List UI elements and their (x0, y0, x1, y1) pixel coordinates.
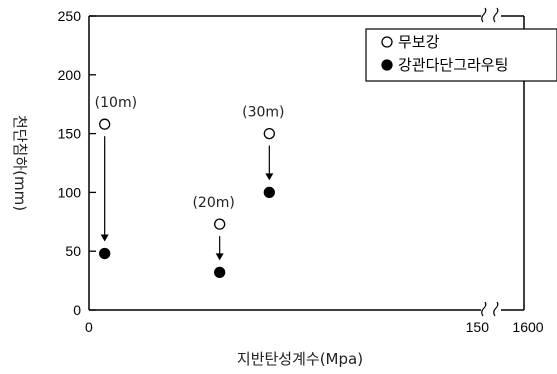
y-tick-label: 0 (73, 302, 81, 318)
settlement-arrow-head (100, 234, 109, 242)
legend-label-series-2: 강관다단그라우팅 (398, 56, 508, 74)
data-point-unreinforced (214, 218, 226, 230)
depth-annotation: (10m) (95, 95, 137, 111)
x-tick-label: 0 (85, 319, 93, 335)
y-axis-label: 천단침하(mm) (11, 115, 29, 211)
depth-annotation: (20m) (192, 195, 234, 211)
legend-box (365, 28, 557, 82)
x-tick-label: 150 (466, 319, 490, 335)
depth-annotation: (30m) (242, 105, 284, 121)
x-tick-label: 1600 (512, 319, 543, 335)
axis-break-mark-top-a (481, 7, 487, 23)
legend-marker-open-circle (381, 36, 393, 48)
x-ticks: 0 150 1600 (85, 319, 544, 335)
data-points (99, 118, 275, 279)
annotations: (10m) (20m) (30m) (95, 95, 285, 211)
arrows (100, 136, 274, 261)
y-tick-label: 100 (58, 184, 82, 200)
data-point-reinforced (99, 247, 111, 260)
settlement-arrow-head (265, 173, 274, 181)
y-tick-label: 200 (58, 67, 82, 83)
settlement-arrow-head (215, 253, 224, 261)
data-point-reinforced (214, 266, 226, 279)
axis-break-mark-bottom-b (493, 301, 499, 317)
x-axis-label: 지반탄성계수(Mpa) (237, 350, 363, 368)
y-tick-label: 250 (58, 8, 82, 24)
axis-break-mark-top-b (493, 7, 499, 23)
data-point-unreinforced (263, 127, 275, 140)
y-tick-label: 150 (58, 126, 82, 142)
legend: 무보강 강관다단그라우팅 (365, 28, 557, 82)
axis-break-mark-bottom-a (481, 301, 487, 317)
data-point-reinforced (263, 186, 275, 199)
data-point-unreinforced (99, 118, 111, 130)
legend-marker-filled-circle (381, 59, 393, 71)
legend-label-series-1: 무보강 (398, 33, 440, 51)
y-tick-label: 50 (65, 243, 81, 259)
y-ticks: 0 50 100 150 200 250 (58, 8, 96, 318)
